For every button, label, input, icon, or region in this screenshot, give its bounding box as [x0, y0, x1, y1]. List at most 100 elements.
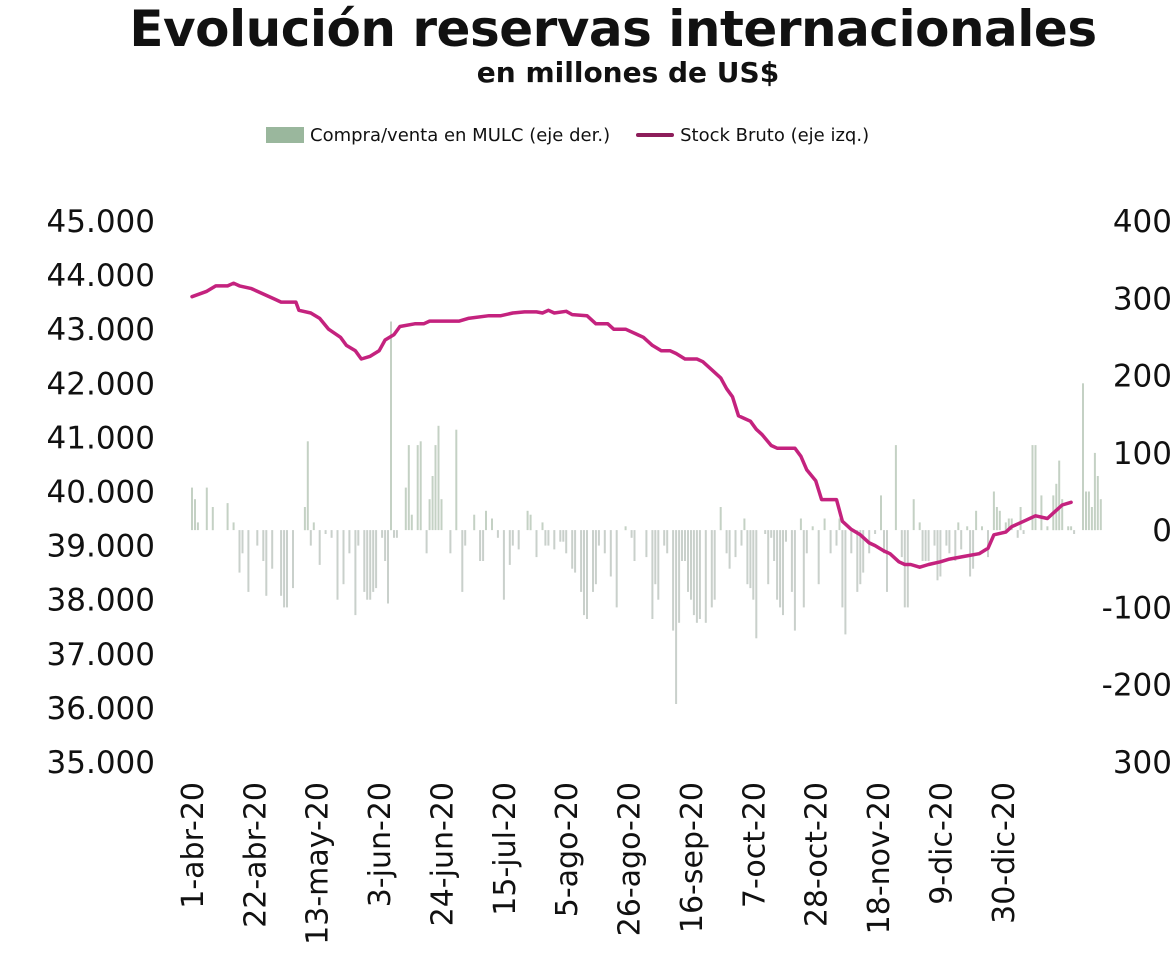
mulc-bar	[966, 526, 969, 531]
left-tick-label: 44.000	[47, 258, 155, 294]
mulc-bar	[226, 503, 229, 531]
mulc-bar	[211, 507, 214, 531]
mulc-bar	[960, 530, 963, 550]
mulc-bar	[921, 530, 924, 561]
mulc-bar	[437, 425, 440, 531]
mulc-bar	[998, 510, 1001, 531]
mulc-bar	[455, 429, 458, 531]
mulc-bar	[1034, 445, 1037, 531]
mulc-bar	[309, 530, 312, 546]
mulc-bar	[440, 499, 443, 531]
x-tick-label: 1-abr-20	[176, 782, 211, 909]
mulc-bar	[654, 530, 657, 585]
x-tick-label: 5-ago-20	[550, 782, 585, 917]
x-tick-label: 26-ago-20	[613, 782, 648, 936]
mulc-bar	[286, 530, 288, 608]
mulc-bar	[1058, 460, 1061, 531]
mulc-bar	[449, 530, 452, 554]
mulc-bar	[502, 530, 505, 600]
mulc-bar	[936, 530, 939, 581]
mulc-bar	[1085, 491, 1087, 531]
mulc-bar	[381, 530, 384, 538]
mulc-bar	[431, 476, 434, 531]
mulc-bar	[972, 530, 975, 569]
mulc-bar	[684, 530, 686, 561]
mulc-bar	[410, 514, 413, 531]
mulc-bar	[850, 530, 853, 554]
mulc-bar	[1087, 491, 1090, 531]
left-tick-label: 43.000	[47, 312, 155, 348]
right-tick-label: 400	[1113, 204, 1172, 240]
right-tick-label: 0	[1152, 513, 1172, 549]
x-tick-label: 7-oct-20	[737, 782, 772, 908]
mulc-bar	[743, 518, 746, 531]
mulc-bar	[574, 530, 577, 573]
mulc-bar	[746, 530, 749, 585]
mulc-bar	[372, 530, 375, 592]
mulc-bar	[776, 530, 779, 600]
mulc-bar	[829, 530, 832, 554]
mulc-bar	[425, 530, 428, 554]
mulc-bar	[755, 530, 758, 639]
mulc-bar	[764, 530, 767, 534]
mulc-bar	[817, 530, 820, 585]
mulc-bar	[633, 530, 636, 561]
mulc-bar	[945, 530, 948, 546]
mulc-bar	[330, 530, 333, 538]
mulc-bar	[933, 530, 936, 546]
mulc-bar	[862, 530, 865, 573]
mulc-bar	[428, 499, 431, 531]
mulc-bar	[1010, 518, 1013, 531]
mulc-bar	[663, 530, 666, 546]
mulc-bar	[461, 530, 464, 592]
mulc-bar	[672, 530, 675, 631]
right-axis: 400 300 200 100 0 -100 -200 300	[1102, 204, 1172, 781]
mulc-bar	[675, 530, 678, 704]
mulc-bar	[348, 530, 351, 554]
mulc-bar	[856, 530, 859, 592]
mulc-bar	[734, 530, 737, 558]
mulc-bar	[511, 530, 514, 546]
mulc-bar	[390, 321, 392, 531]
mulc-bar	[196, 522, 199, 531]
mulc-bar	[1031, 445, 1034, 531]
mulc-bar	[283, 530, 286, 608]
mulc-bar	[256, 530, 259, 546]
right-tick-label: 300	[1113, 745, 1172, 781]
mulc-bar	[1046, 526, 1049, 531]
mulc-bar	[1096, 476, 1099, 531]
mulc-bar	[692, 530, 695, 616]
mulc-bar	[918, 522, 921, 531]
stock-line	[190, 281, 1073, 569]
legend-swatch-line	[636, 133, 675, 137]
mulc-bar	[779, 530, 782, 608]
legend-label-mulc: Compra/venta en MULC (eje der.)	[310, 124, 611, 146]
mulc-bar	[657, 530, 660, 600]
mulc-bar	[995, 507, 998, 531]
x-tick-label: 16-sep-20	[675, 782, 710, 933]
mulc-bar	[1070, 526, 1073, 531]
mulc-bar	[645, 530, 648, 558]
mulc-bar	[690, 530, 692, 600]
mulc-bar	[592, 530, 594, 592]
mulc-bar	[485, 510, 487, 531]
mulc-bar	[271, 530, 274, 569]
mulc-bar	[238, 530, 241, 573]
legend-swatch-bar	[266, 127, 304, 143]
mulc-bar	[496, 530, 499, 538]
mulc-bar	[583, 530, 585, 616]
mulc-bar	[395, 530, 398, 538]
mulc-bar	[666, 530, 669, 554]
mulc-bar	[318, 530, 321, 565]
mulc-bar	[948, 530, 951, 554]
mulc-bar	[369, 530, 372, 600]
mulc-bar	[1055, 483, 1058, 531]
mulc-bars	[191, 321, 1102, 704]
right-tick-label: -200	[1102, 668, 1172, 704]
x-tick-label: 15-jul-20	[488, 782, 523, 916]
mulc-bar	[624, 526, 627, 531]
mulc-bar	[562, 530, 565, 542]
mulc-bar	[681, 530, 683, 561]
mulc-bar	[805, 530, 808, 554]
